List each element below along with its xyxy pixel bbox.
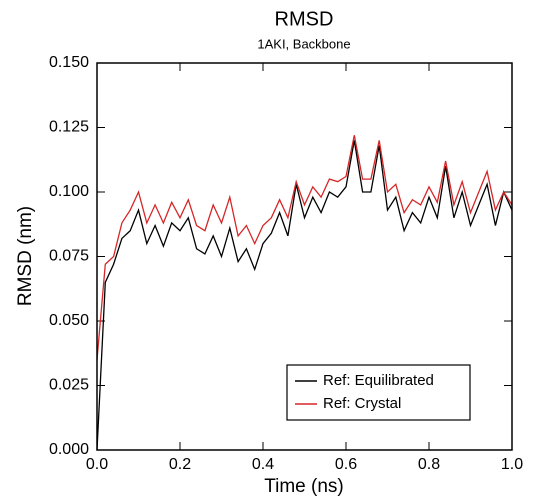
y-tick-label: 0.075 (49, 248, 89, 265)
legend-label: Ref: Equilibrated (323, 372, 434, 389)
chart-title: RMSD (275, 8, 334, 30)
legend-box (286, 364, 471, 421)
x-tick-label: 0.2 (169, 456, 191, 473)
x-tick-label: 0.6 (335, 456, 357, 473)
plot-frame (96, 62, 513, 451)
x-tick-label: 1.0 (501, 456, 523, 473)
y-tick-label: 0.150 (49, 54, 89, 71)
y-axis-label: RMSD (nm) (15, 206, 36, 306)
x-axis-label: Time (ns) (264, 476, 344, 497)
y-tick-label: 0.125 (49, 119, 89, 136)
y-tick-label: 0.050 (49, 312, 89, 329)
x-tick-label: 0.4 (252, 456, 274, 473)
data-line (96, 140, 513, 451)
data-line (96, 135, 513, 360)
x-tick-label: 0.8 (418, 456, 440, 473)
y-tick-label: 0.025 (49, 377, 89, 394)
y-tick-label: 0.000 (49, 441, 89, 458)
y-tick-label: 0.100 (49, 183, 89, 200)
x-tick-label: 0.0 (86, 456, 108, 473)
chart-subtitle: 1AKI, Backbone (257, 36, 350, 51)
legend-label: Ref: Crystal (323, 395, 401, 412)
